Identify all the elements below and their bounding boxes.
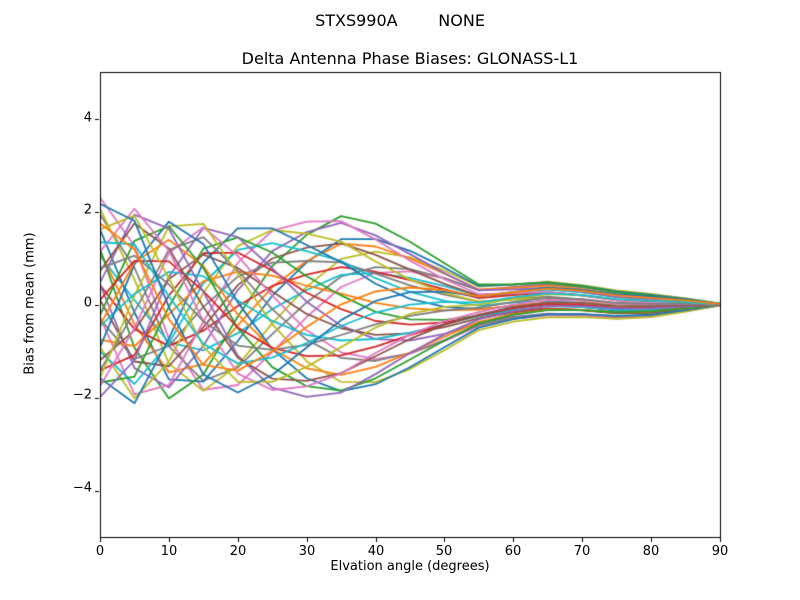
x-tick-label: 20 xyxy=(229,544,247,559)
y-tick-label: −2 xyxy=(72,387,92,403)
x-tick-label: 50 xyxy=(435,544,453,559)
y-tick-label: 0 xyxy=(83,295,92,311)
figure-suptitle: STXS990A NONE xyxy=(315,11,485,30)
x-tick-label: 90 xyxy=(711,544,729,559)
x-axis-label: Elvation angle (degrees) xyxy=(330,559,490,574)
y-tick-label: 4 xyxy=(83,110,92,126)
x-tick-label: 10 xyxy=(160,544,178,559)
x-tick-label: 70 xyxy=(573,544,591,559)
chart-title: Delta Antenna Phase Biases: GLONASS-L1 xyxy=(241,49,579,68)
y-tick-label: 2 xyxy=(83,202,92,218)
y-axis-label: Bias from mean (mm) xyxy=(22,232,38,375)
x-tick-label: 30 xyxy=(298,544,316,559)
x-tick-label: 60 xyxy=(504,544,522,559)
x-tick-label: 0 xyxy=(95,544,105,559)
y-tick-label: −4 xyxy=(72,480,92,496)
x-tick-label: 40 xyxy=(367,544,385,559)
x-tick-label: 80 xyxy=(642,544,660,559)
